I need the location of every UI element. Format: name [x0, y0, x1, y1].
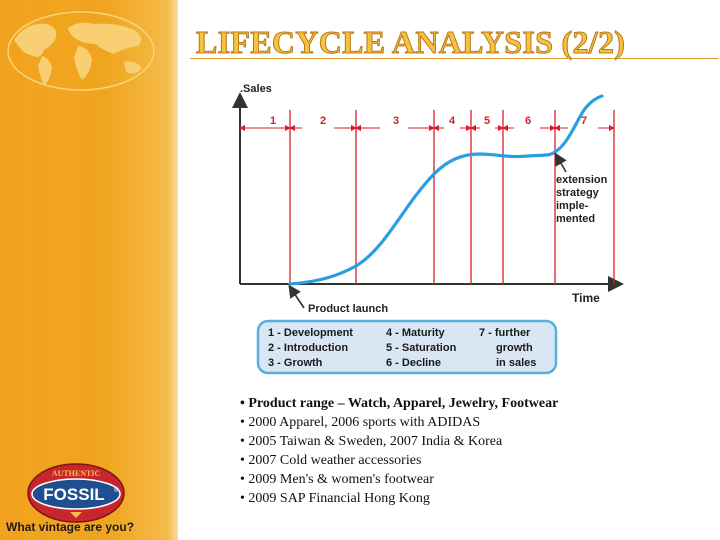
- bullet-item: • 2009 Men's & women's footwear: [240, 472, 434, 487]
- slide-title: LIFECYCLE ANALYSIS (2/2): [195, 24, 626, 61]
- legend-item: 2 - Introduction: [268, 342, 348, 354]
- logo-registered: ®: [114, 487, 119, 494]
- annotation-line: imple-: [556, 200, 589, 212]
- fossil-logo: AUTHENTIC FOSSIL ®: [27, 463, 125, 523]
- bullet-list: • Product range – Watch, Apparel, Jewelr…: [240, 394, 710, 508]
- world-map-icon: [7, 11, 155, 91]
- stage-number: 1: [270, 115, 276, 127]
- lifecycle-curve: [288, 94, 604, 286]
- annotation-line: mented: [556, 213, 595, 225]
- extension-pointer: [554, 152, 567, 173]
- stage-number: 6: [525, 115, 531, 127]
- logo-brand: FOSSIL: [43, 485, 104, 504]
- legend-box: [256, 319, 558, 375]
- legend-item: 7 - further: [479, 327, 531, 339]
- annotation-line: extension: [556, 174, 608, 186]
- bullet-item: • 2007 Cold weather accessories: [240, 453, 422, 468]
- bullet-item: • Product range – Watch, Apparel, Jewelr…: [240, 396, 559, 411]
- legend-item: 1 - Development: [268, 327, 353, 339]
- annotation-line: strategy: [556, 187, 600, 199]
- stage-number: 7: [581, 115, 587, 127]
- bullet-item: • 2000 Apparel, 2006 sports with ADIDAS: [240, 415, 481, 430]
- legend-item: 5 - Saturation: [386, 342, 457, 354]
- x-axis-label: Time: [572, 291, 600, 305]
- title-underline: [190, 58, 718, 59]
- lifecycle-diagram: .Sales Time 1 2 3 4 5 6 7 Product launc: [232, 83, 624, 375]
- sidebar-edge-highlight: [168, 0, 180, 540]
- legend-item: 6 - Decline: [386, 357, 441, 369]
- logo-top-text: AUTHENTIC: [52, 469, 101, 478]
- bullet-item: • 2009 SAP Financial Hong Kong: [240, 491, 430, 506]
- stage-number: 2: [320, 115, 326, 127]
- stage-number: 4: [449, 115, 456, 127]
- legend-item: 3 - Growth: [268, 357, 323, 369]
- stage-number: 3: [393, 115, 399, 127]
- y-axis-label: .Sales: [240, 83, 272, 95]
- legend-item: growth: [496, 342, 533, 354]
- launch-label: Product launch: [308, 303, 388, 315]
- legend-item: in sales: [496, 357, 536, 369]
- logo-emblem-icon: [70, 512, 82, 518]
- bullet-item: • 2005 Taiwan & Sweden, 2007 India & Kor…: [240, 434, 503, 449]
- legend-item: 4 - Maturity: [386, 327, 446, 339]
- launch-pointer: [288, 284, 305, 309]
- logo-tagline: What vintage are you?: [6, 520, 135, 534]
- stage-number: 5: [484, 115, 490, 127]
